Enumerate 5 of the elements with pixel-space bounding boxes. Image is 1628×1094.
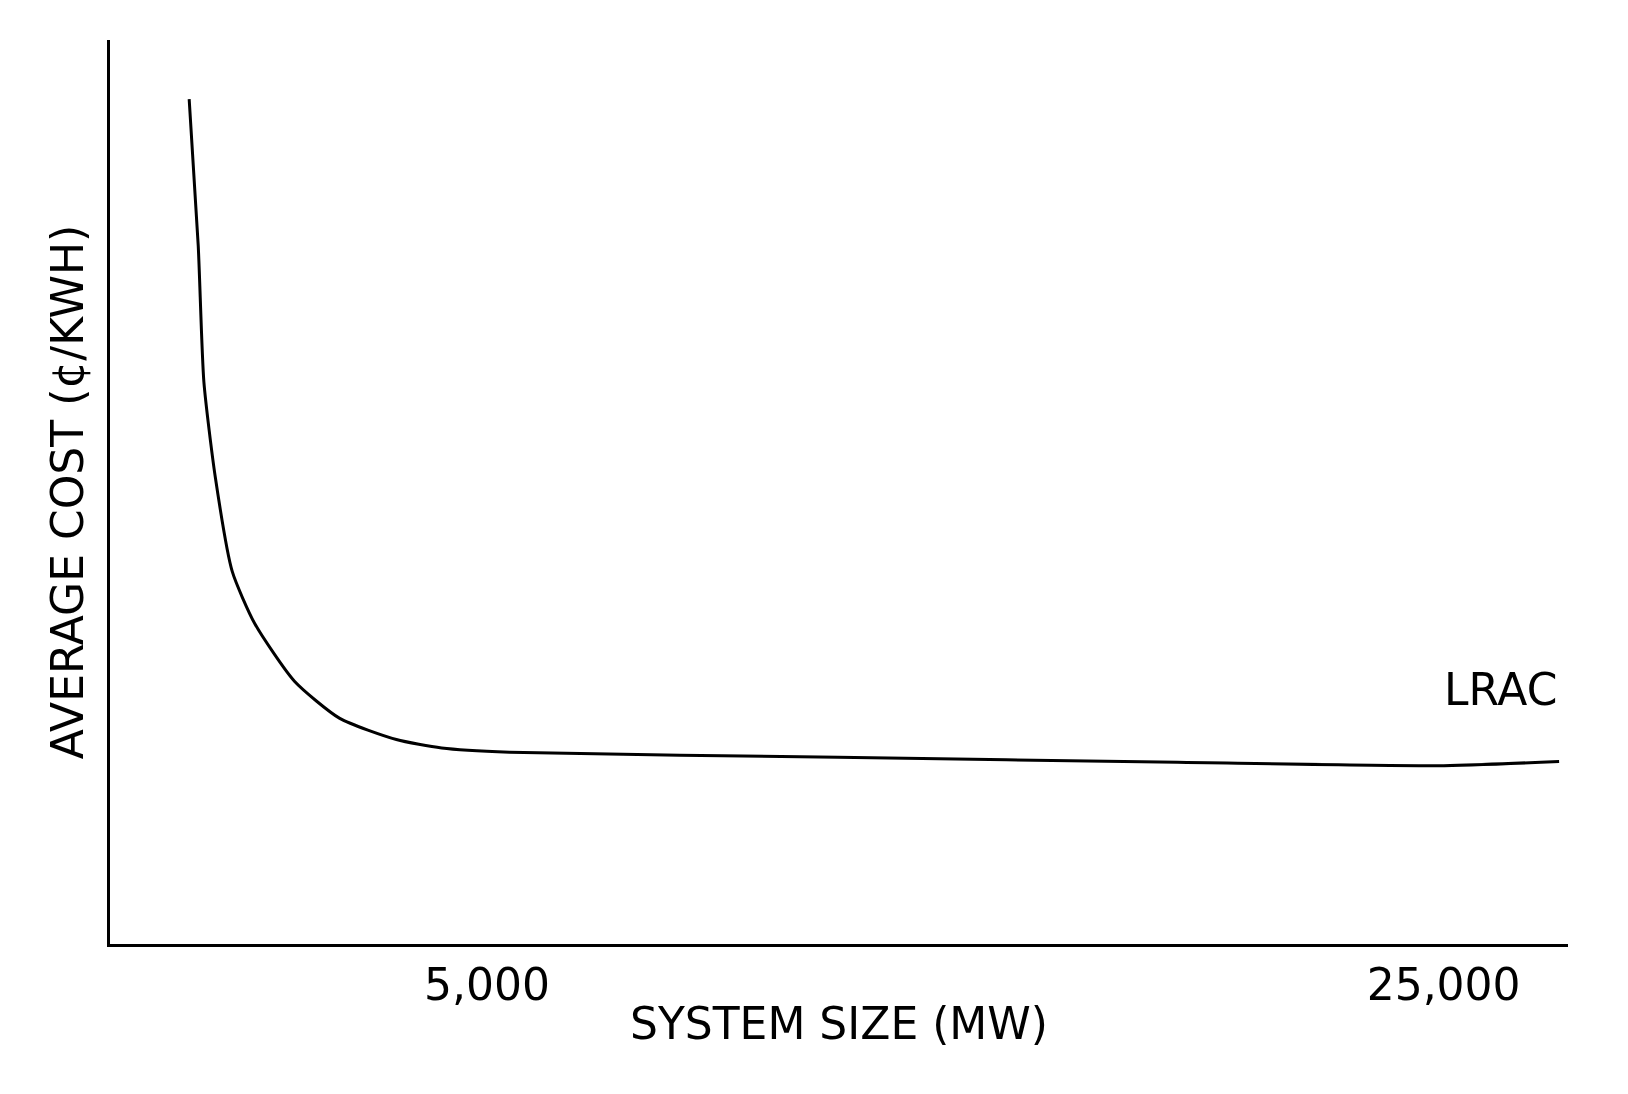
- y-axis-title: AVERAGE COST (¢/KWH): [42, 224, 94, 760]
- x-tick-label: 5,000: [423, 958, 550, 1010]
- x-tick-label: 25,000: [1366, 958, 1521, 1010]
- series-label: LRAC: [1444, 664, 1558, 715]
- x-axis-title: SYSTEM SIZE (MW): [630, 998, 1048, 1050]
